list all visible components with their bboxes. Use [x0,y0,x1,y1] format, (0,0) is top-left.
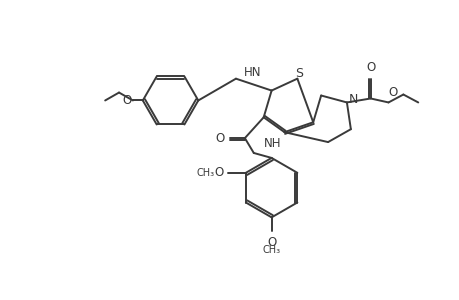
Text: NH: NH [263,137,280,150]
Text: S: S [295,67,302,80]
Text: O: O [215,132,224,145]
Text: CH₃: CH₃ [262,245,280,255]
Text: O: O [388,86,397,100]
Text: O: O [122,94,131,107]
Text: O: O [214,166,224,179]
Text: HN: HN [244,66,261,79]
Text: N: N [348,93,358,106]
Text: O: O [266,236,276,249]
Text: O: O [365,61,375,74]
Text: CH₃: CH₃ [196,168,214,178]
